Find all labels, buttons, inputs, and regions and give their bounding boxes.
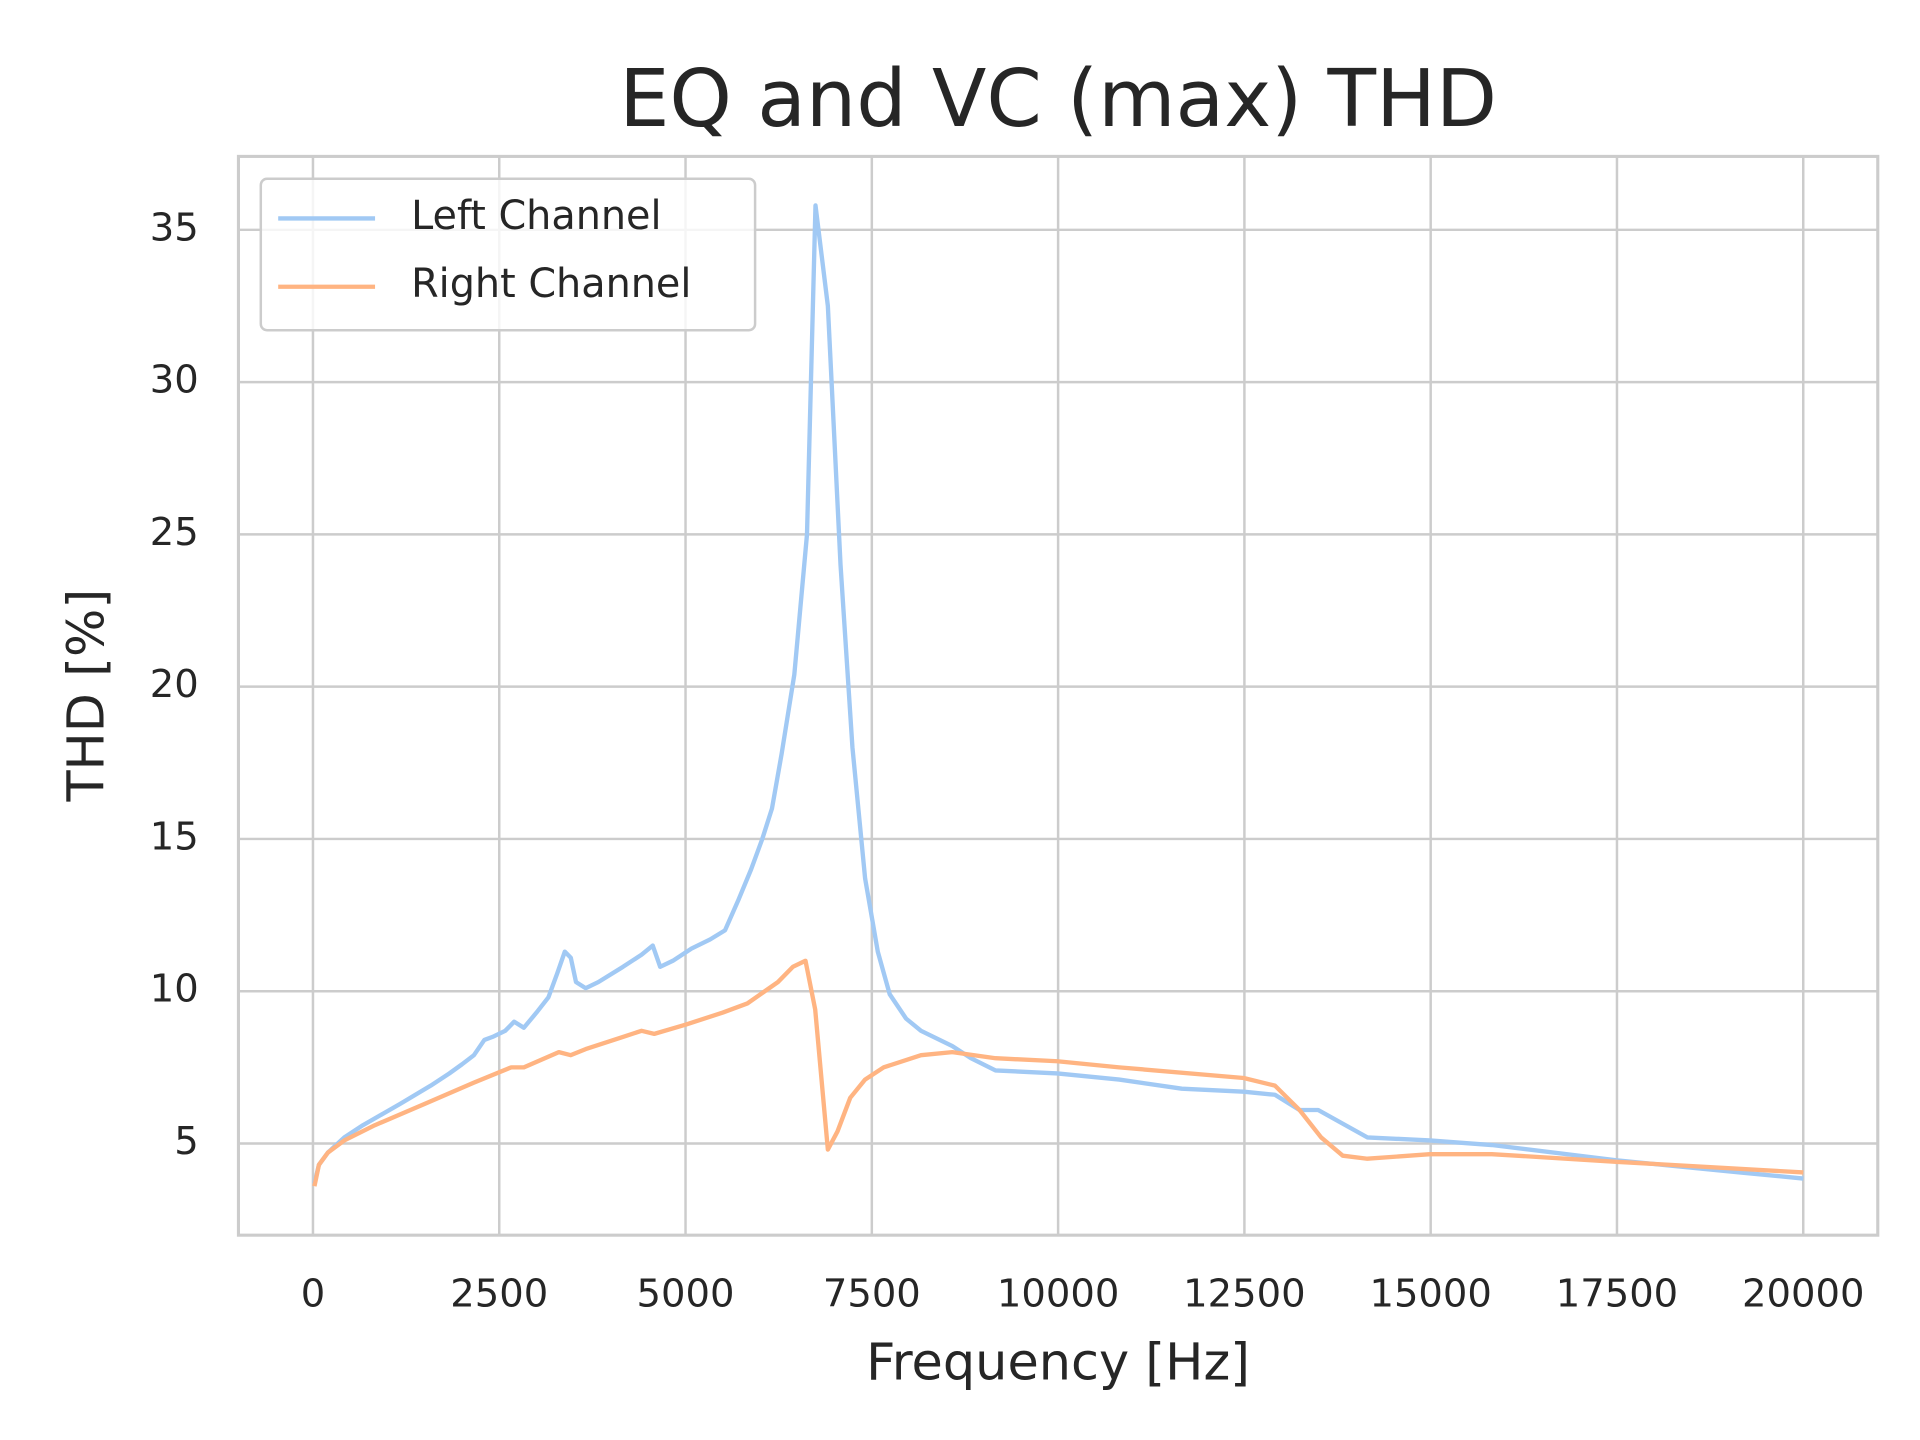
x-tick-label: 20000 (1742, 1272, 1864, 1317)
x-tick-label: 7500 (823, 1272, 921, 1317)
y-tick-label: 20 (150, 662, 199, 707)
x-tick-label: 0 (301, 1272, 326, 1317)
y-tick-label: 5 (174, 1119, 199, 1164)
chart-title: EQ and VC (max) THD (619, 52, 1497, 145)
data-line (312, 203, 1804, 1184)
x-tick-label: 10000 (997, 1272, 1119, 1317)
x-tick-label: 17500 (1556, 1272, 1678, 1317)
legend-label: Left Channel (411, 193, 661, 239)
y-tick-label: 15 (150, 814, 199, 859)
grid: 0 2500 5000 7500 10000 12500 15000 17500 20000 5 1… (150, 156, 1878, 1316)
y-tick-label: 35 (150, 205, 199, 250)
y-tick-label: 10 (150, 967, 199, 1012)
plot-frame (236, 154, 1880, 1237)
data-line (312, 958, 1804, 1187)
legend-box (259, 177, 757, 332)
y-tick-label: 25 (150, 510, 199, 555)
x-axis-label: Frequency [Hz] (866, 1334, 1250, 1393)
legend-label: Right Channel (411, 261, 691, 307)
x-tick-label: 5000 (637, 1272, 735, 1317)
x-tick-label: 15000 (1369, 1272, 1491, 1317)
legend: Left Channel Right Channel (259, 177, 757, 332)
y-axis-label: THD [%] (57, 589, 116, 803)
x-tick-label: 2500 (450, 1272, 548, 1317)
x-tick-label: 12500 (1183, 1272, 1305, 1317)
plot-lines (312, 203, 1804, 1187)
y-tick-label: 30 (150, 358, 199, 403)
